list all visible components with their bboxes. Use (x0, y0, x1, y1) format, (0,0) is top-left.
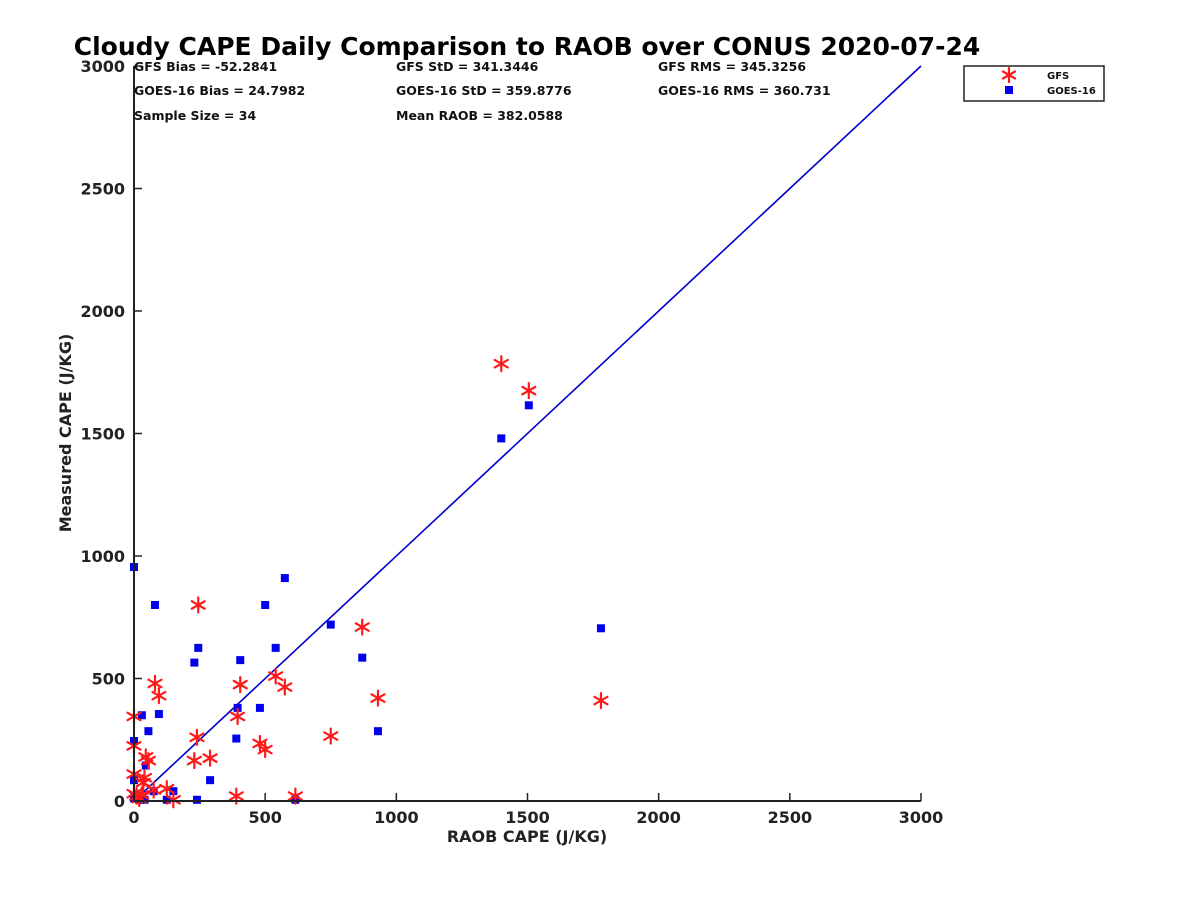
y-tick-label: 0 (114, 792, 125, 811)
stat-gfs-rms: GFS RMS = 345.3256 (658, 59, 806, 74)
x-tick-label: 2000 (636, 808, 681, 827)
gfs-point (138, 748, 154, 766)
gfs-point (354, 618, 370, 636)
stat-mean-raob: Mean RAOB = 382.0588 (396, 108, 563, 123)
y-ticks: 0 500 1000 1500 2000 2500 3000 (80, 57, 142, 811)
goes16-point (137, 711, 146, 720)
y-axis-label: Measured CAPE (J/KG) (56, 334, 75, 533)
goes16-point (373, 727, 382, 736)
gfs-point (521, 382, 537, 400)
gfs-point (277, 678, 293, 696)
legend-goes-marker (1005, 86, 1013, 94)
x-tick-label: 1000 (374, 808, 419, 827)
y-tick-label: 1000 (80, 547, 125, 566)
gfs-point (232, 676, 248, 694)
gfs-point (165, 791, 181, 809)
legend-goes-label: GOES-16 (1047, 86, 1096, 97)
goes16-point (524, 401, 533, 410)
legend-gfs-label: GFS (1047, 71, 1069, 82)
gfs-point (146, 781, 162, 799)
goes16-point (236, 656, 245, 665)
x-tick-label: 0 (128, 808, 139, 827)
x-ticks: 0 500 1000 1500 2000 2500 3000 (128, 793, 943, 827)
stat-sample-size: Sample Size = 34 (134, 108, 256, 123)
stats-block: GFS Bias = -52.2841 GFS StD = 341.3446 G… (134, 59, 831, 123)
goes16-point (206, 776, 215, 785)
gfs-point (159, 780, 175, 798)
y-tick-label: 1500 (80, 425, 125, 444)
gfs-point (593, 691, 609, 710)
gfs-point (186, 751, 202, 770)
gfs-point (230, 707, 246, 726)
gfs-point (190, 596, 206, 614)
x-axis-label: RAOB CAPE (J/KG) (447, 827, 607, 846)
gfs-point (147, 674, 163, 693)
gfs-point (135, 774, 151, 792)
chart-title: Cloudy CAPE Daily Comparison to RAOB ove… (74, 32, 980, 61)
legend-gfs-marker (1001, 66, 1017, 84)
goes16-point (154, 710, 163, 719)
x-tick-label: 2500 (768, 808, 813, 827)
stat-gfs-bias: GFS Bias = -52.2841 (134, 59, 277, 74)
goes16-point (261, 601, 270, 609)
x-tick-label: 1500 (505, 808, 550, 827)
gfs-point (252, 734, 268, 753)
stat-goes-rms: GOES-16 RMS = 360.731 (658, 83, 831, 98)
gfs-point (151, 687, 167, 705)
legend-gfs-asterisk (1001, 66, 1017, 84)
goes16-point (280, 574, 289, 583)
stat-gfs-std: GFS StD = 341.3446 (396, 59, 539, 74)
gfs-point (323, 727, 339, 745)
x-tick-label: 500 (248, 808, 281, 827)
plot-area (126, 65, 922, 809)
goes16-point (358, 653, 367, 662)
goes16-point (150, 601, 159, 609)
gfs-point (189, 728, 205, 746)
goes16-point (596, 624, 605, 633)
x-tick-label: 3000 (899, 808, 944, 827)
gfs-point (268, 667, 284, 685)
goes16-point (162, 795, 171, 804)
goes16-point (326, 620, 335, 629)
goes16-point (192, 795, 201, 804)
y-tick-label: 3000 (80, 57, 125, 76)
goes16-point (194, 643, 203, 652)
goes16-point (497, 434, 506, 443)
legend-box (963, 65, 1105, 102)
legend: GFS GOES-16 (963, 65, 1105, 102)
y-tick-label: 2500 (80, 180, 125, 199)
stat-goes-std: GOES-16 StD = 359.8776 (396, 83, 572, 98)
goes16-point (232, 734, 241, 743)
gfs-point (370, 689, 386, 707)
gfs-point (493, 355, 509, 373)
goes16-point (190, 658, 199, 667)
y-tick-label: 2000 (80, 302, 125, 321)
y-tick-label: 500 (92, 670, 125, 689)
stat-goes-bias: GOES-16 Bias = 24.7982 (134, 83, 305, 98)
goes16-point (144, 727, 153, 736)
gfs-point (202, 749, 218, 767)
goes16-point (271, 643, 280, 652)
reference-line (133, 65, 922, 802)
goes16-point (255, 703, 264, 712)
